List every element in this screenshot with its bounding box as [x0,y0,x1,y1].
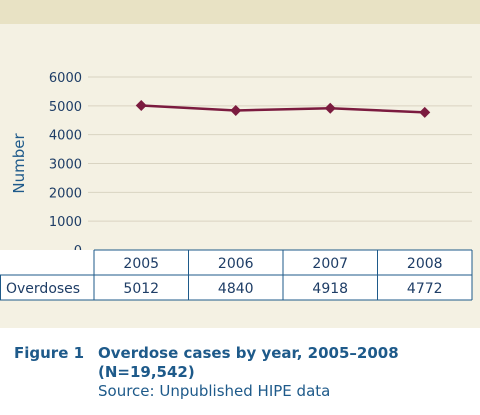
data-point-marker [230,104,242,116]
x-tick-label: 2008 [407,256,443,272]
y-tick-label: 2000 [49,186,82,201]
figure-n: (N=19,542) [98,363,195,381]
figure-caption-text: Overdose cases by year, 2005–2008 (N=19,… [98,344,468,401]
table-value: 4772 [407,281,443,297]
table-value: 4840 [218,281,254,297]
y-tick-label: 5000 [49,100,82,115]
table-series-name: Overdoses [6,281,80,297]
x-tick-label: 2006 [218,256,254,272]
table-value: 4918 [312,281,348,297]
data-point-marker [135,99,147,111]
figure-label: Figure 1 [14,344,85,362]
data-point-marker [324,102,336,114]
top-band [0,0,480,24]
figure-caption: Figure 1 Overdose cases by year, 2005–20… [0,328,480,415]
overdose-line-chart: 0100020003000400050006000Number200520062… [0,71,473,301]
table-value: 5012 [123,281,159,297]
figure-title: Overdose cases by year, 2005–2008 [98,344,399,362]
data-point-marker [419,106,431,118]
y-tick-label: 3000 [49,158,82,173]
x-tick-label: 2005 [123,256,159,272]
y-tick-label: 1000 [49,215,82,230]
x-tick-label: 2007 [312,256,348,272]
y-tick-label: 6000 [49,71,82,86]
series-line [141,104,425,114]
y-axis-label: Number [10,133,28,194]
y-tick-label: 4000 [49,129,82,144]
figure-source: Source: Unpublished HIPE data [98,382,331,400]
